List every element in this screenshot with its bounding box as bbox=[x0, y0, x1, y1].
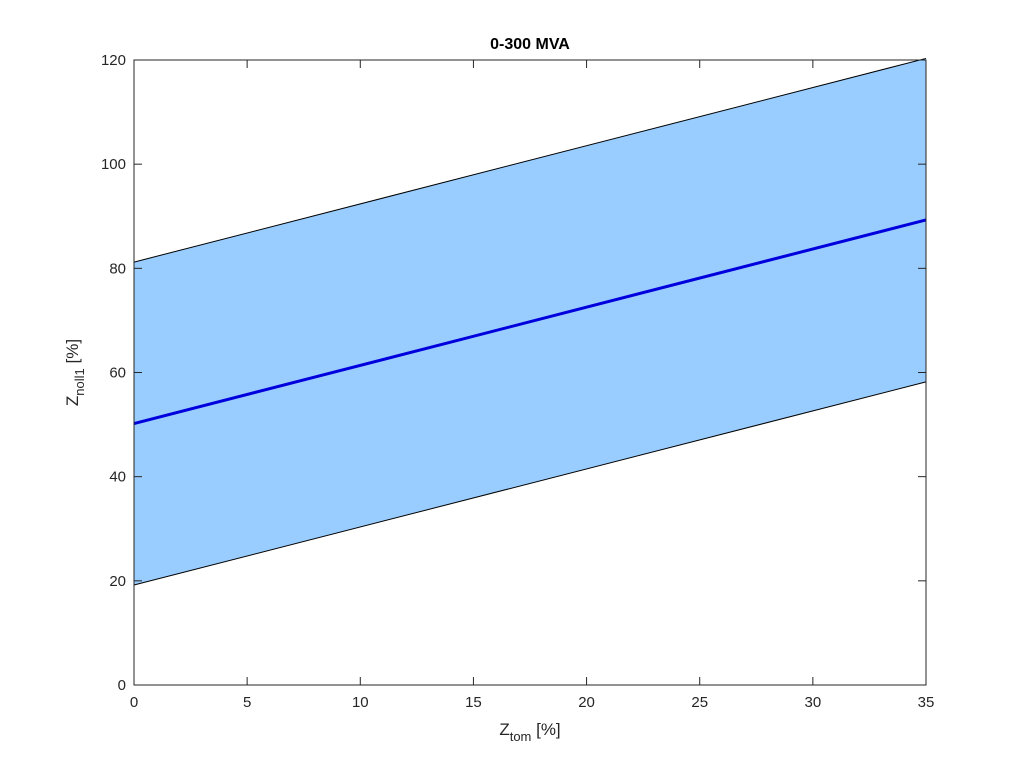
x-axis-label-main: Z bbox=[499, 720, 509, 739]
x-tick-label: 0 bbox=[130, 694, 138, 711]
y-axis-label: Znoll1 [%] bbox=[63, 339, 87, 406]
y-tick-label: 0 bbox=[118, 677, 126, 694]
y-axis-label-subscript: noll1 bbox=[72, 368, 87, 395]
y-tick-label: 20 bbox=[109, 573, 126, 590]
x-tick-label: 30 bbox=[805, 694, 822, 711]
y-axis-label-main: Z bbox=[63, 396, 82, 406]
y-tick-label: 80 bbox=[109, 260, 126, 277]
y-tick-label: 60 bbox=[109, 365, 126, 382]
ticks-layer: 0 5 10 15 20 25 30 35 0 20 40 60 80 100 120 bbox=[101, 52, 934, 711]
x-axis-label-unit: [%] bbox=[531, 720, 560, 739]
x-tick-label: 5 bbox=[243, 694, 251, 711]
x-tick-label: 20 bbox=[578, 694, 595, 711]
band-upper-edge bbox=[133, 57, 927, 263]
x-axis-label: Ztom [%] bbox=[499, 720, 560, 744]
x-tick-label: 25 bbox=[691, 694, 708, 711]
x-axis-label-subscript: tom bbox=[510, 729, 532, 744]
series-line bbox=[133, 218, 927, 425]
y-axis-label-unit: [%] bbox=[63, 339, 82, 368]
y-tick-label: 120 bbox=[101, 52, 126, 69]
x-tick-label: 35 bbox=[918, 694, 935, 711]
x-tick-label: 10 bbox=[352, 694, 369, 711]
y-tick-label: 40 bbox=[109, 469, 126, 486]
chart-title: 0-300 MVA bbox=[490, 36, 570, 53]
band-lower-edge bbox=[133, 381, 927, 586]
x-tick-label: 15 bbox=[465, 694, 482, 711]
series-layer bbox=[133, 218, 927, 425]
y-tick-label: 100 bbox=[101, 156, 126, 173]
